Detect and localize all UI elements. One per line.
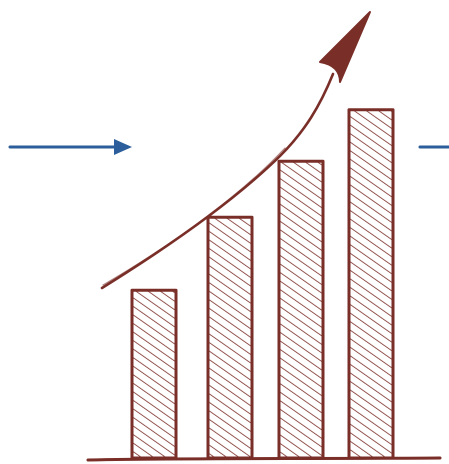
bar-1 [130, 288, 178, 460]
arrow-right-icon [8, 139, 132, 155]
bar-2 [206, 215, 254, 460]
baseline [86, 456, 442, 462]
trend-up-arrow-icon [100, 11, 371, 290]
bar-group [130, 108, 395, 460]
bar-3 [277, 159, 325, 460]
bar-4 [347, 108, 395, 460]
